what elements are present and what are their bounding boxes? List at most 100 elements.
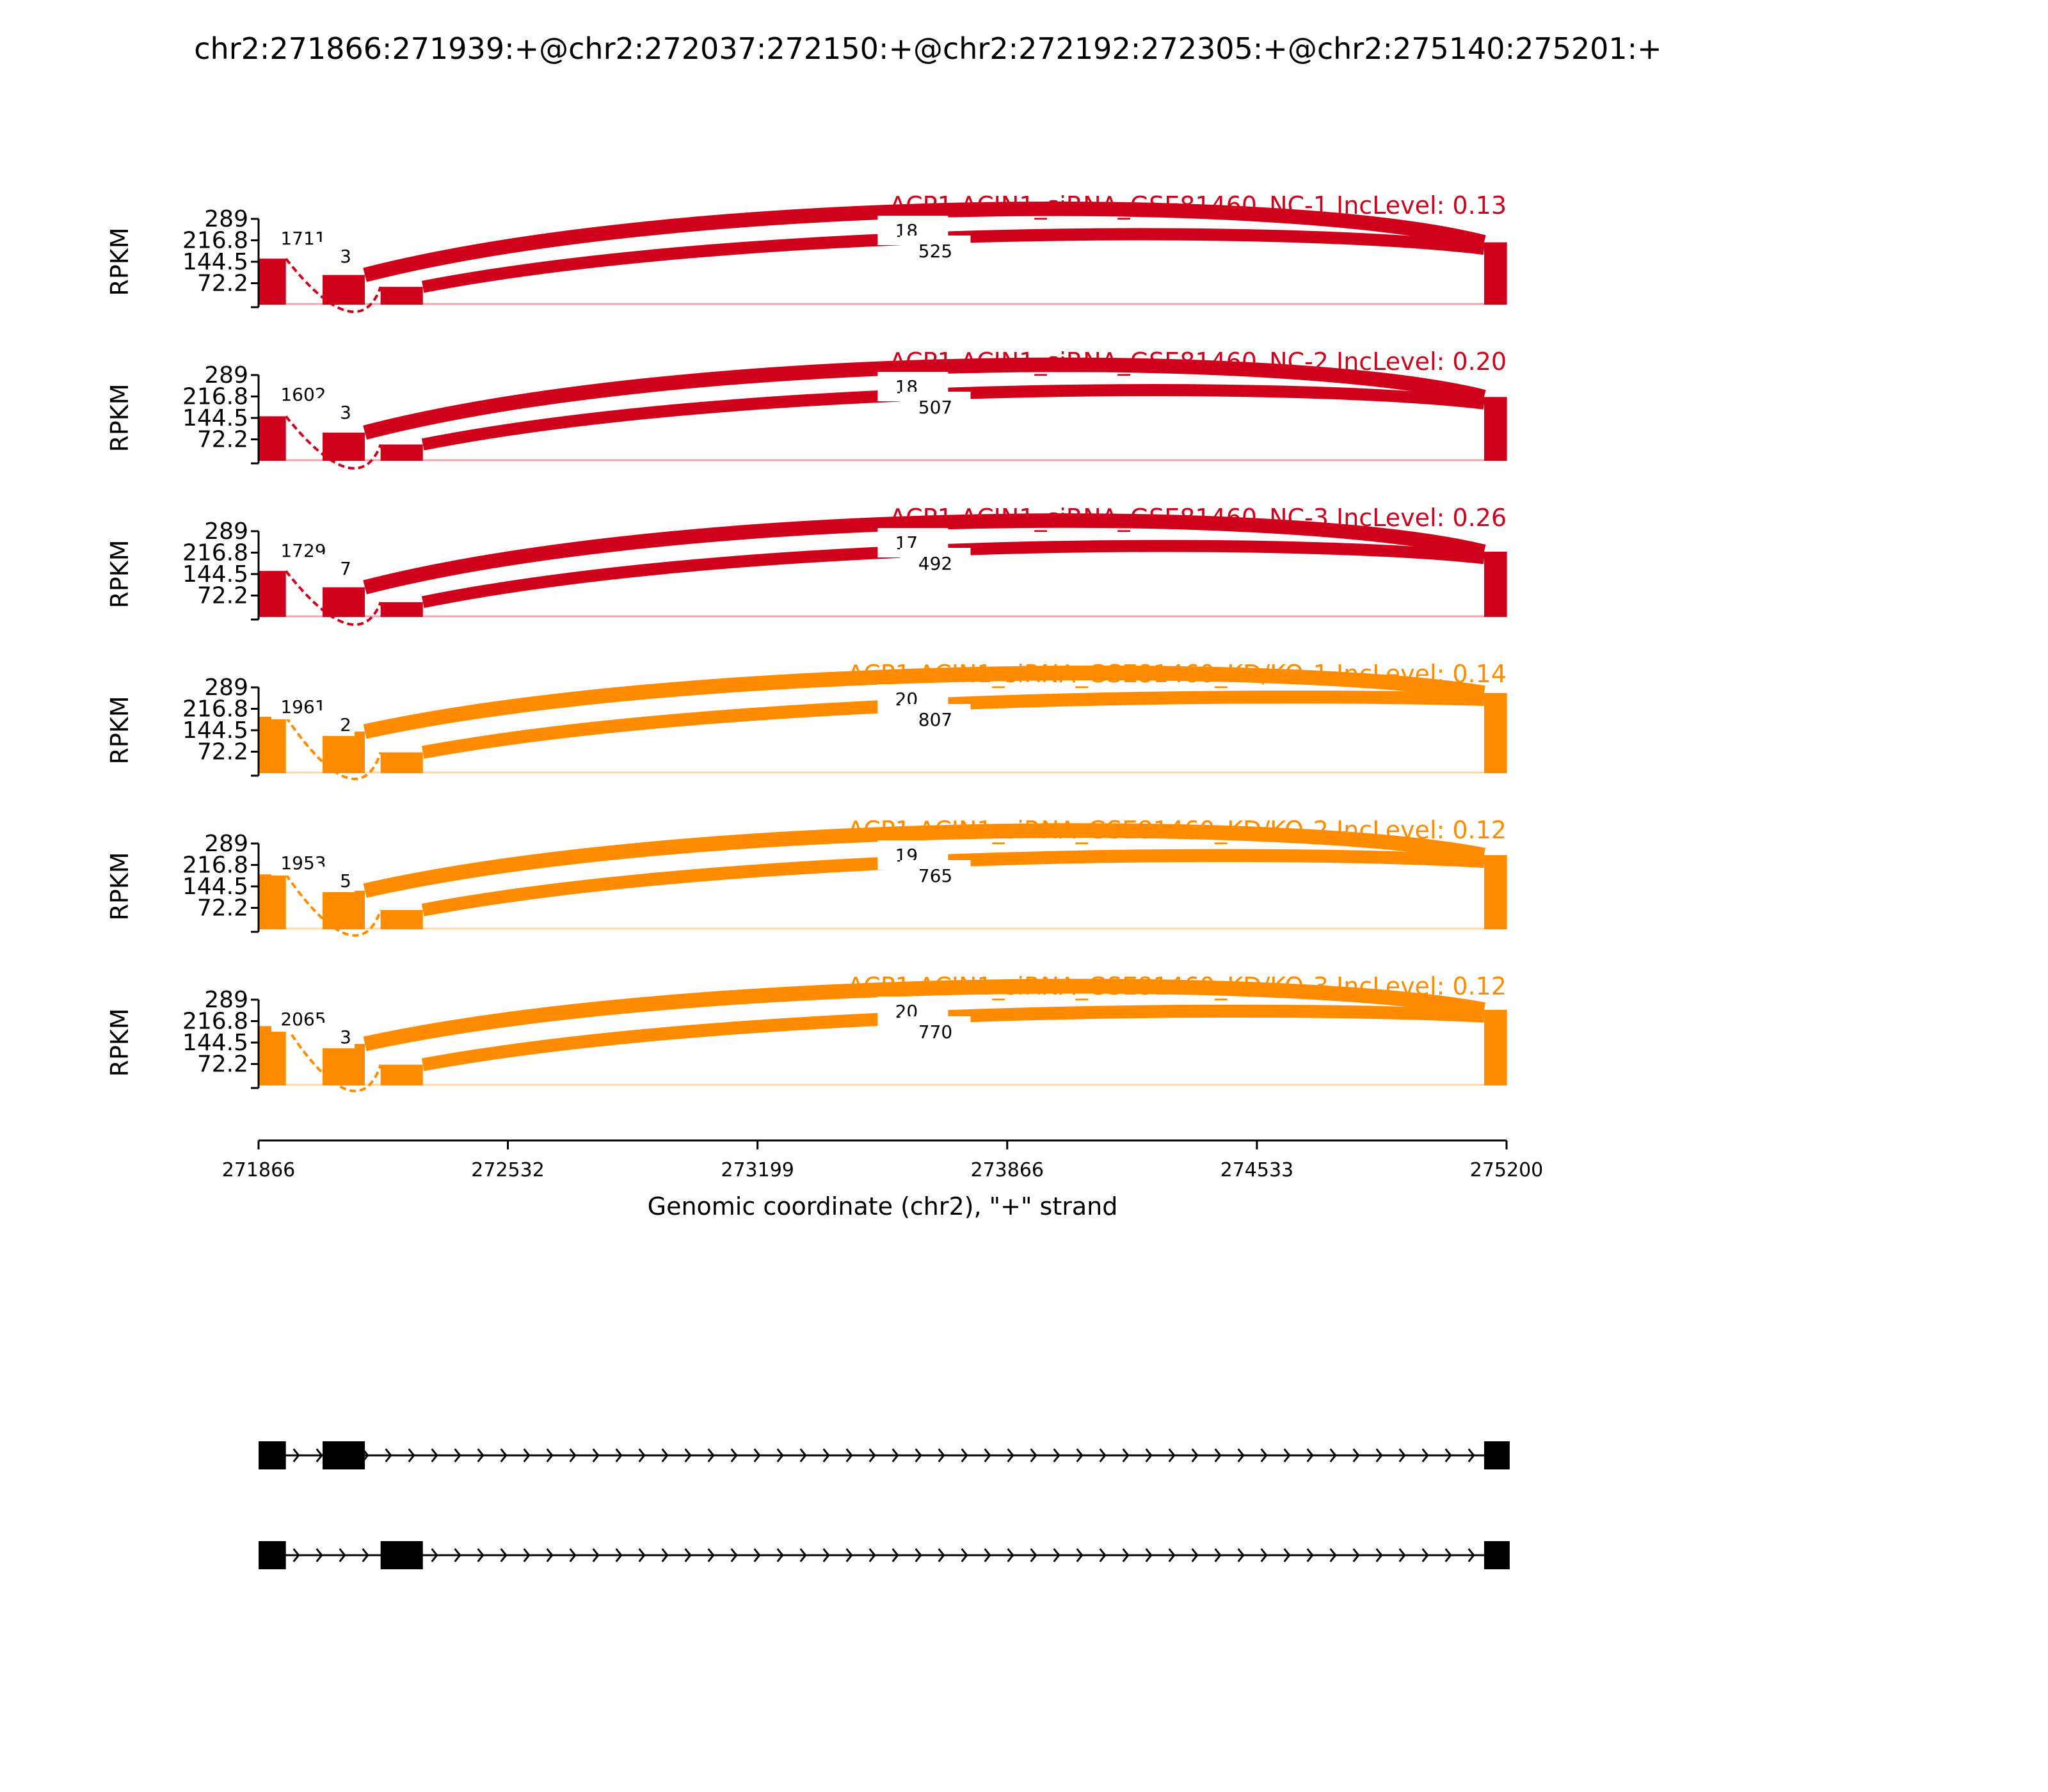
strand-arrow xyxy=(1444,1548,1452,1562)
exon-coverage-bar xyxy=(1484,397,1507,461)
strand-arrow xyxy=(1421,1548,1429,1562)
strand-arrow xyxy=(684,1548,692,1562)
y-tick-label: 216.8 xyxy=(182,383,248,410)
exon-coverage-bar xyxy=(380,752,423,773)
strand-arrow xyxy=(1122,1548,1130,1562)
strand-arrow xyxy=(1468,1548,1475,1562)
junction-label-bg xyxy=(316,710,355,736)
y-tick-label: 216.8 xyxy=(182,696,248,722)
isoform-track xyxy=(259,1441,1510,1469)
strand-arrow xyxy=(753,1448,761,1462)
exon-coverage-bar xyxy=(259,1026,286,1085)
strand-arrow xyxy=(1352,1448,1360,1462)
y-tick-label: 144.5 xyxy=(182,874,248,900)
exon-coverage-bar xyxy=(1484,242,1507,305)
junction-label-bg xyxy=(900,548,971,576)
x-tick-label: 273199 xyxy=(721,1159,794,1181)
strand-arrow xyxy=(707,1548,715,1562)
y-tick-label: 72.2 xyxy=(197,895,248,922)
exon-coverage-bar xyxy=(323,1044,365,1085)
strand-arrow xyxy=(1168,1448,1176,1462)
strand-arrow xyxy=(1099,1548,1107,1562)
y-axis-label: RPKM xyxy=(106,696,134,764)
exon-coverage-bar xyxy=(259,259,286,305)
strand-arrow xyxy=(546,1448,554,1462)
junction-label-bg xyxy=(316,554,355,580)
panel-label: ACP1 ACIN1_siRNA_GSE81460_NC-2 IncLevel:… xyxy=(890,348,1507,376)
strand-arrow xyxy=(292,1448,300,1462)
exon-coverage-bar xyxy=(1484,855,1507,929)
exon-coverage-bar xyxy=(323,732,365,773)
exon-coverage-bar xyxy=(380,909,423,929)
strand-arrow xyxy=(938,1548,945,1562)
panel-label: ACP1 ACIN1_siRNA_GSE81460_KD/KO-1 IncLev… xyxy=(847,660,1507,688)
strand-arrow xyxy=(292,1548,300,1562)
isoform-exon xyxy=(380,1541,423,1569)
strand-arrow xyxy=(984,1448,991,1462)
strand-arrow xyxy=(362,1548,369,1562)
panel-label: ACP1 ACIN1_siRNA_GSE81460_KD/KO-2 IncLev… xyxy=(847,816,1507,844)
strand-arrow xyxy=(684,1448,692,1462)
exon-coverage-bar xyxy=(323,890,365,929)
junction-label-exon1-exon3: 5 xyxy=(340,870,351,892)
strand-arrow xyxy=(730,1448,738,1462)
strand-arrow xyxy=(523,1548,531,1562)
junction-arc-exon3-exon4 xyxy=(421,849,1485,916)
x-tick-label: 274533 xyxy=(1220,1159,1294,1181)
panel-label: ACP1 ACIN1_siRNA_GSE81460_NC-3 IncLevel:… xyxy=(890,504,1507,532)
y-tick-label: 216.8 xyxy=(182,852,248,878)
strand-arrow xyxy=(592,1448,600,1462)
y-tick-label: 289 xyxy=(204,518,248,545)
x-axis-label: Genomic coordinate (chr2), "+" strand xyxy=(648,1192,1118,1220)
y-tick-label: 72.2 xyxy=(197,583,248,609)
strand-arrow xyxy=(961,1448,968,1462)
junction-label-bg xyxy=(316,867,355,892)
strand-arrow xyxy=(569,1548,577,1562)
y-axis-label: RPKM xyxy=(106,1008,134,1076)
strand-arrow xyxy=(615,1548,623,1562)
strand-arrow xyxy=(316,1448,323,1462)
strand-arrow xyxy=(1468,1448,1475,1462)
strand-arrow xyxy=(1421,1448,1429,1462)
strand-arrow xyxy=(408,1448,415,1462)
y-axis-label: RPKM xyxy=(106,383,134,452)
strand-arrow xyxy=(638,1448,646,1462)
strand-arrow xyxy=(1145,1548,1153,1562)
junction-arc-exon1-exon3 xyxy=(285,415,382,470)
strand-arrow xyxy=(1191,1448,1199,1462)
y-tick-label: 216.8 xyxy=(182,1008,248,1034)
junction-label-bg xyxy=(316,242,355,268)
strand-arrow xyxy=(799,1548,807,1562)
strand-arrow xyxy=(477,1548,484,1562)
junction-arc-exon2-exon4 xyxy=(363,665,1485,739)
junction-label-exon1-exon3: 2 xyxy=(340,714,351,735)
y-tick-label: 216.8 xyxy=(182,227,248,253)
exon-coverage-bar xyxy=(380,444,423,461)
strand-arrow xyxy=(868,1548,876,1562)
y-tick-label: 144.5 xyxy=(182,717,248,744)
strand-arrow xyxy=(1352,1548,1360,1562)
strand-arrow xyxy=(661,1548,669,1562)
strand-arrow xyxy=(1099,1448,1107,1462)
junction-label-exon3-exon4: 525 xyxy=(918,241,952,262)
y-axis-label: RPKM xyxy=(106,227,134,296)
strand-arrow xyxy=(1237,1448,1245,1462)
strand-arrow xyxy=(1329,1548,1337,1562)
strand-arrow xyxy=(615,1448,623,1462)
strand-arrow xyxy=(1283,1548,1291,1562)
strand-arrow xyxy=(845,1548,853,1562)
strand-arrow xyxy=(1214,1548,1222,1562)
y-tick-label: 72.2 xyxy=(197,427,248,453)
strand-arrow xyxy=(569,1448,577,1462)
y-tick-label: 144.5 xyxy=(182,561,248,588)
strand-arrow xyxy=(431,1548,438,1562)
junction-label-exon1-exon3: 3 xyxy=(340,402,351,423)
strand-arrow xyxy=(1030,1548,1037,1562)
strand-arrow xyxy=(1444,1448,1452,1462)
strand-arrow xyxy=(1076,1548,1084,1562)
junction-arc-exon2-exon4 xyxy=(363,513,1486,595)
y-tick-label: 72.2 xyxy=(197,739,248,765)
strand-arrow xyxy=(776,1548,784,1562)
